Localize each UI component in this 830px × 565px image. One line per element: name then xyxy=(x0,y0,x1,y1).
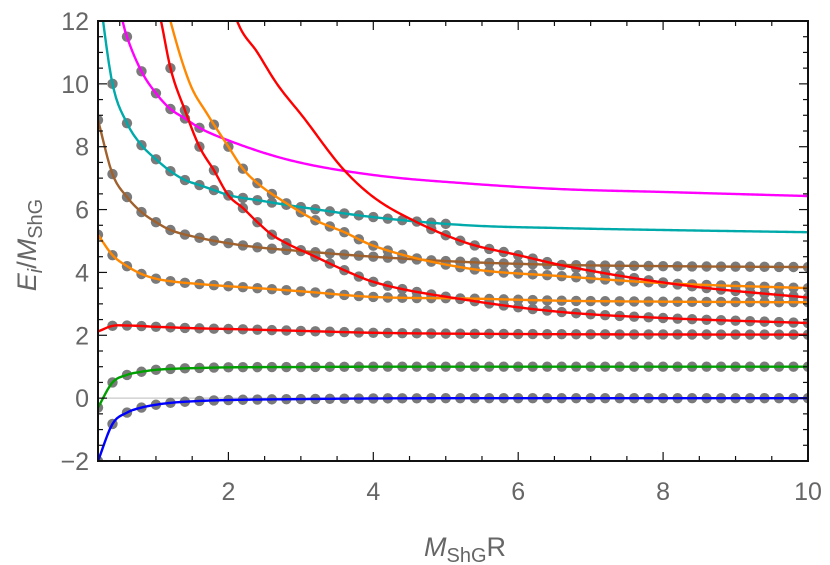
y-tick-label: −2 xyxy=(60,448,89,476)
x-tick-label: 8 xyxy=(656,478,670,506)
data-markers xyxy=(98,0,808,461)
y-tick-label: 0 xyxy=(75,385,89,413)
x-title-suffix: R xyxy=(487,532,507,562)
series-line-1 xyxy=(98,396,808,461)
y-tick-label: 12 xyxy=(61,8,89,36)
series-line-9 xyxy=(169,21,808,290)
series-line-4 xyxy=(98,234,808,304)
x-tick-label: 4 xyxy=(366,478,380,506)
y-title-main: E xyxy=(12,272,42,291)
y-title-slash: / xyxy=(12,261,42,269)
series-line-8 xyxy=(159,21,808,325)
y-tick-labels: −2 0 2 4 6 8 10 12 xyxy=(60,8,89,476)
series-lines xyxy=(98,21,808,461)
x-axis-title: MShGR xyxy=(424,532,506,565)
x-tick-labels: 2 4 6 8 10 xyxy=(221,478,821,506)
x-tick-label: 6 xyxy=(511,478,525,506)
y-title-main2: M xyxy=(12,238,42,261)
plot-frame xyxy=(97,20,809,462)
y-tick-label: 4 xyxy=(75,259,89,287)
series-line-6 xyxy=(101,21,808,234)
axis-ticks xyxy=(98,20,809,462)
series-line-2 xyxy=(98,365,808,409)
y-tick-label: 2 xyxy=(75,322,89,350)
x-title-subscript: ShG xyxy=(446,545,486,565)
y-tick-label: 10 xyxy=(61,71,89,99)
y-axis-title: Ei/MShG xyxy=(12,199,47,292)
series-line-10 xyxy=(235,21,808,299)
series-line-7 xyxy=(121,21,808,198)
y-title-subscript-i: i xyxy=(25,268,47,273)
data-point-series-8 xyxy=(151,0,161,4)
x-tick-label: 10 xyxy=(794,478,822,506)
x-title-main: M xyxy=(424,532,447,562)
y-title-subscript-shg: ShG xyxy=(25,199,47,239)
y-tick-label: 6 xyxy=(75,197,89,225)
y-tick-label: 8 xyxy=(75,134,89,162)
x-tick-label: 2 xyxy=(221,478,235,506)
series-line-3 xyxy=(98,324,808,336)
series-line-5 xyxy=(98,119,808,269)
